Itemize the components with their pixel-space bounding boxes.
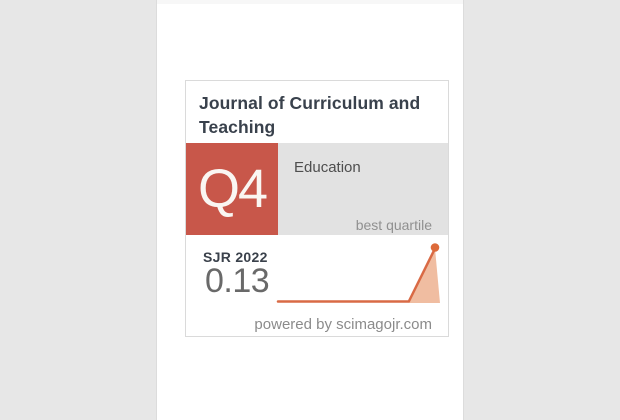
sjr-value: 0.13 bbox=[205, 262, 270, 300]
best-quartile-caption: best quartile bbox=[355, 217, 432, 233]
sjr-year-label: SJR 2022 bbox=[203, 249, 268, 265]
sparkline-area-fill bbox=[408, 248, 440, 303]
quartile-row: Q4 Education best quartile bbox=[186, 143, 448, 235]
sparkline-line bbox=[276, 247, 437, 303]
journal-title: Journal of Curriculum and Teaching bbox=[199, 93, 421, 137]
sjr-sparkline bbox=[276, 243, 440, 303]
quartile-badge: Q4 bbox=[186, 143, 278, 235]
category-cell: Education best quartile bbox=[278, 143, 448, 235]
sparkline-endpoint-dot bbox=[430, 243, 440, 252]
strip-top-band bbox=[157, 0, 463, 4]
sjr-section: SJR 2022 0.13 powered by scimagojr.com bbox=[186, 235, 448, 336]
powered-by-link[interactable]: powered by scimagojr.com bbox=[254, 316, 432, 333]
category-label: Education bbox=[294, 159, 361, 176]
sjr-badge-card[interactable]: Journal of Curriculum and Teaching Q4 Ed… bbox=[185, 80, 449, 337]
